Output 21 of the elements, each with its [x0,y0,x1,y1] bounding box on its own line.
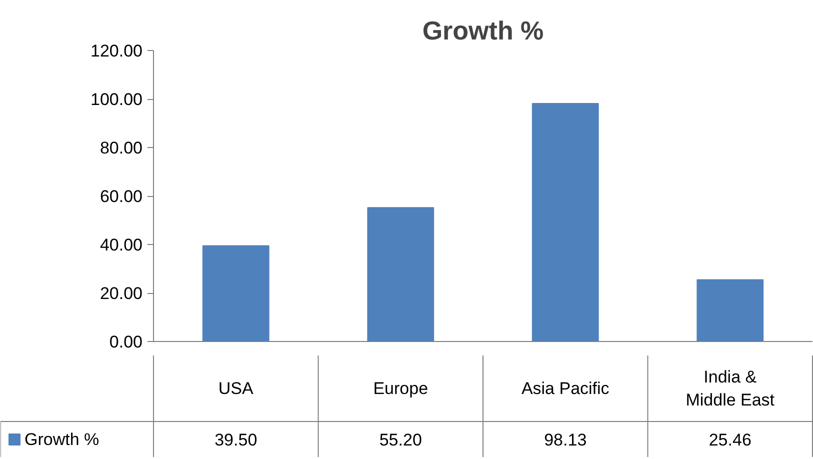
x-tick-label: India & Middle East [686,368,775,410]
bar [532,103,599,342]
data-label: 25.46 [708,430,752,450]
y-tick-label: 40.00 [100,236,143,254]
legend-label: Growth % [24,430,100,449]
x-tick-label: Europe [373,379,428,398]
x-tick-label: Asia Pacific [521,379,610,398]
y-tick-label: 80.00 [100,138,143,158]
chart-title: Growth % [422,16,544,46]
y-tick-label: 100.00 [90,90,143,109]
x-tick-label: USA [218,379,254,398]
y-tick-label: 20.00 [100,284,143,303]
data-label: 98.13 [544,430,587,450]
bar [202,245,270,342]
data-label: 55.20 [379,430,422,450]
data-label: 39.50 [214,430,258,450]
bar [367,207,434,342]
y-tick-label: 120.00 [90,42,143,60]
y-tick-label: 0.00 [109,332,143,352]
bar [696,279,764,342]
y-tick-label: 60.00 [100,187,143,206]
